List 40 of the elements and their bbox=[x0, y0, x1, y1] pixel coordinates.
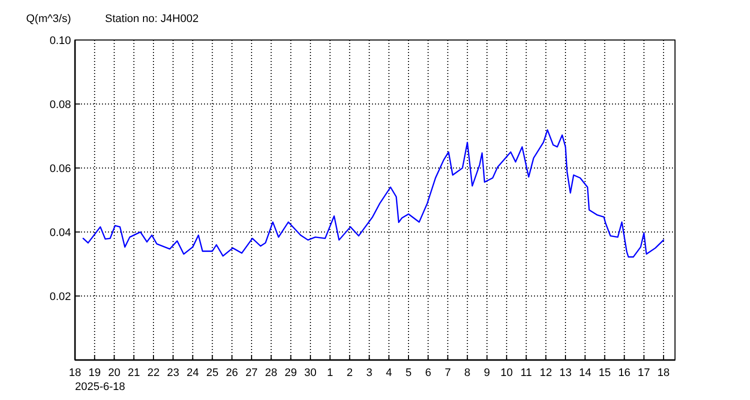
x-tick-label: 14 bbox=[578, 367, 592, 379]
y-tick-label: 0.02 bbox=[50, 290, 71, 303]
x-tick-label: 10 bbox=[500, 367, 513, 379]
x-tick-label: 24 bbox=[186, 367, 199, 379]
x-tick-label: 7 bbox=[444, 367, 451, 379]
x-tick-label: 11 bbox=[520, 367, 532, 379]
y-axis-title: Q(m^3/s) bbox=[26, 13, 71, 25]
x-tick-label: 30 bbox=[304, 367, 317, 379]
x-tick-label: 19 bbox=[88, 367, 101, 379]
x-tick-label: 15 bbox=[598, 367, 611, 379]
x-tick-label: 5 bbox=[405, 367, 412, 379]
chart-title: Station no: J4H002 bbox=[105, 13, 199, 25]
y-tick-label: 0.04 bbox=[50, 226, 71, 239]
x-tick-label: 8 bbox=[464, 367, 470, 379]
x-tick-label: 3 bbox=[366, 367, 372, 379]
x-tick-label: 12 bbox=[540, 367, 552, 379]
x-tick-label: 13 bbox=[559, 367, 572, 379]
x-tick-label: 23 bbox=[166, 367, 180, 379]
y-tick-label: 0.08 bbox=[50, 98, 71, 111]
x-tick-label: 18 bbox=[657, 367, 670, 379]
x-tick-label: 20 bbox=[108, 367, 120, 379]
x-tick-label: 21 bbox=[128, 367, 140, 379]
line-series bbox=[82, 129, 664, 258]
x-tick-label: 16 bbox=[618, 367, 630, 379]
y-tick-label: 0.06 bbox=[50, 162, 71, 175]
x-tick-label: 22 bbox=[147, 367, 160, 379]
text: 2025-6-18 bbox=[75, 381, 126, 393]
x-tick-label: 17 bbox=[638, 367, 650, 379]
x-tick-label: 1 bbox=[326, 367, 334, 379]
x-tick-label: 4 bbox=[386, 367, 392, 379]
x-tick-label: 9 bbox=[484, 367, 490, 379]
x-tick-label: 25 bbox=[206, 367, 218, 379]
y-tick-label: 0.10 bbox=[50, 34, 71, 47]
x-tick-label: 28 bbox=[265, 367, 278, 379]
x-tick-label: 27 bbox=[245, 367, 258, 379]
x-tick-label: 6 bbox=[425, 367, 432, 379]
x-tick-label: 26 bbox=[226, 367, 238, 379]
x-tick-label: 2 bbox=[346, 367, 353, 379]
x-tick-label: 18 bbox=[68, 367, 82, 379]
x-tick-label: 29 bbox=[284, 367, 297, 379]
